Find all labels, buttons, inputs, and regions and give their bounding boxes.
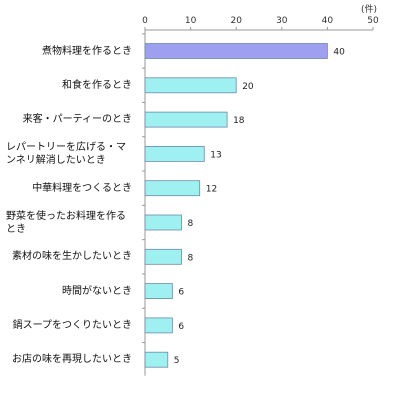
category-label: 野菜を使ったお料理を作るとき	[6, 210, 126, 235]
bar-value-label: 5	[174, 356, 180, 366]
bar	[144, 214, 182, 231]
bar	[144, 283, 173, 300]
bar-value-label: 20	[242, 82, 254, 92]
category-label: 和食を作るとき	[62, 79, 132, 91]
bar-value-label: 8	[187, 253, 193, 263]
x-tick-label: 50	[367, 16, 379, 26]
x-tick-label: 0	[142, 16, 148, 26]
x-tick-label: 30	[276, 16, 288, 26]
x-tick-label: 10	[185, 16, 197, 26]
bar-value-label: 13	[210, 150, 221, 160]
bar	[144, 351, 169, 368]
bar-value-label: 6	[178, 322, 184, 332]
category-label: 鍋スープをつくりたいとき	[12, 319, 132, 331]
bar	[144, 77, 237, 94]
bar	[144, 317, 173, 334]
bar	[144, 111, 228, 128]
x-tick-label: 20	[230, 16, 242, 26]
category-label: お店の味を再現したいとき	[12, 354, 132, 366]
category-label: 来客・パーティーのとき	[22, 114, 132, 126]
category-label: 煮物料理を作るとき	[42, 45, 132, 57]
bar-value-label: 18	[233, 116, 245, 126]
bar-value-label: 40	[333, 48, 345, 58]
category-label: 中華料理をつくるとき	[32, 182, 132, 194]
unit-label: (件)	[361, 3, 377, 15]
category-label: レパートリーを広げる・マンネリ解消したいとき	[6, 141, 126, 166]
category-label: 素材の味を生かしたいとき	[12, 251, 132, 263]
bar	[144, 145, 205, 162]
category-label: 時間がないとき	[62, 285, 132, 297]
bar-value-label: 12	[206, 185, 217, 195]
bar	[144, 43, 328, 59]
bar-value-label: 6	[178, 288, 184, 298]
bar	[144, 180, 201, 197]
bar-value-label: 8	[187, 219, 193, 229]
x-tick-label: 40	[322, 16, 334, 26]
bar	[144, 248, 182, 265]
